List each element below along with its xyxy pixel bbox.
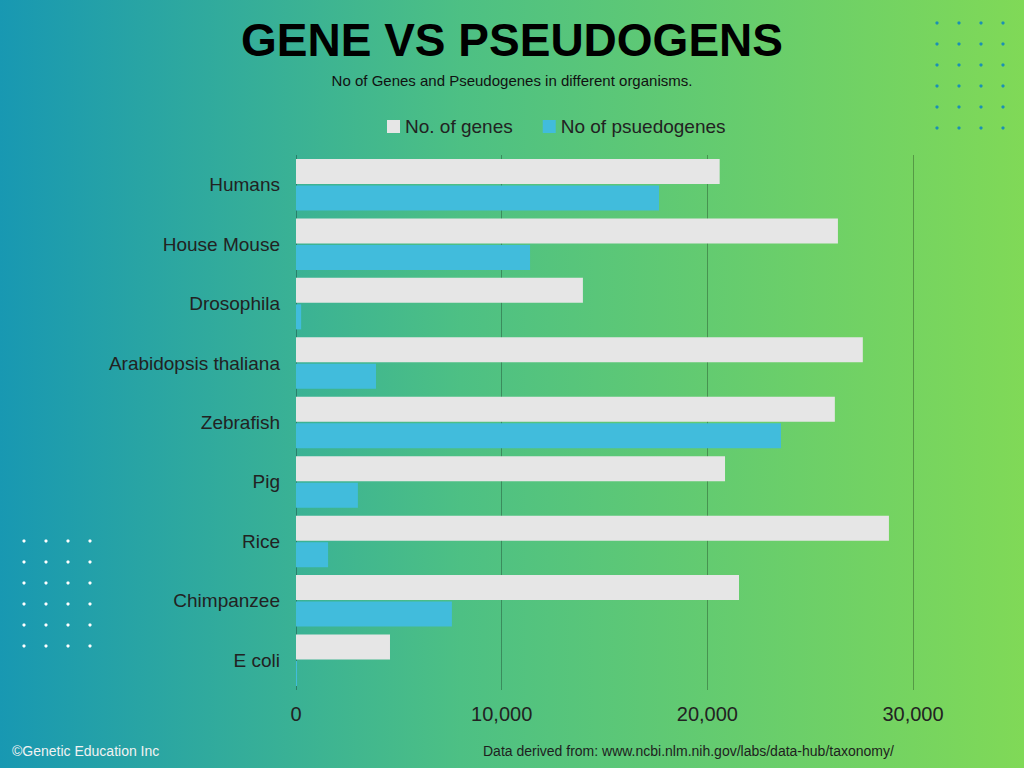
svg-text:Data derived from: www.ncbi.nl: Data derived from: www.ncbi.nlm.nih.gov/… <box>483 743 894 759</box>
svg-text:Chimpanzee: Chimpanzee <box>173 590 280 611</box>
svg-text:30,000: 30,000 <box>882 703 943 725</box>
svg-text:Humans: Humans <box>209 174 280 195</box>
svg-text:0: 0 <box>290 703 301 725</box>
svg-text:E coli: E coli <box>234 650 280 671</box>
svg-text:No of Genes and Pseudogenes in: No of Genes and Pseudogenes in different… <box>332 72 693 89</box>
svg-text:Zebrafish: Zebrafish <box>201 412 280 433</box>
svg-text:©Genetic Education Inc: ©Genetic Education Inc <box>12 743 159 759</box>
svg-text:20,000: 20,000 <box>677 703 738 725</box>
svg-text:No of psuedogenes: No of psuedogenes <box>561 116 726 137</box>
svg-text:Pig: Pig <box>253 471 280 492</box>
svg-text:House Mouse: House Mouse <box>163 234 280 255</box>
svg-text:GENE VS PSEUDOGENS: GENE VS PSEUDOGENS <box>241 14 783 66</box>
svg-text:No. of genes: No. of genes <box>405 116 513 137</box>
svg-text:Drosophila: Drosophila <box>189 293 280 314</box>
svg-text:Rice: Rice <box>242 531 280 552</box>
svg-text:Arabidopsis thaliana: Arabidopsis thaliana <box>109 353 281 374</box>
svg-text:10,000: 10,000 <box>471 703 532 725</box>
